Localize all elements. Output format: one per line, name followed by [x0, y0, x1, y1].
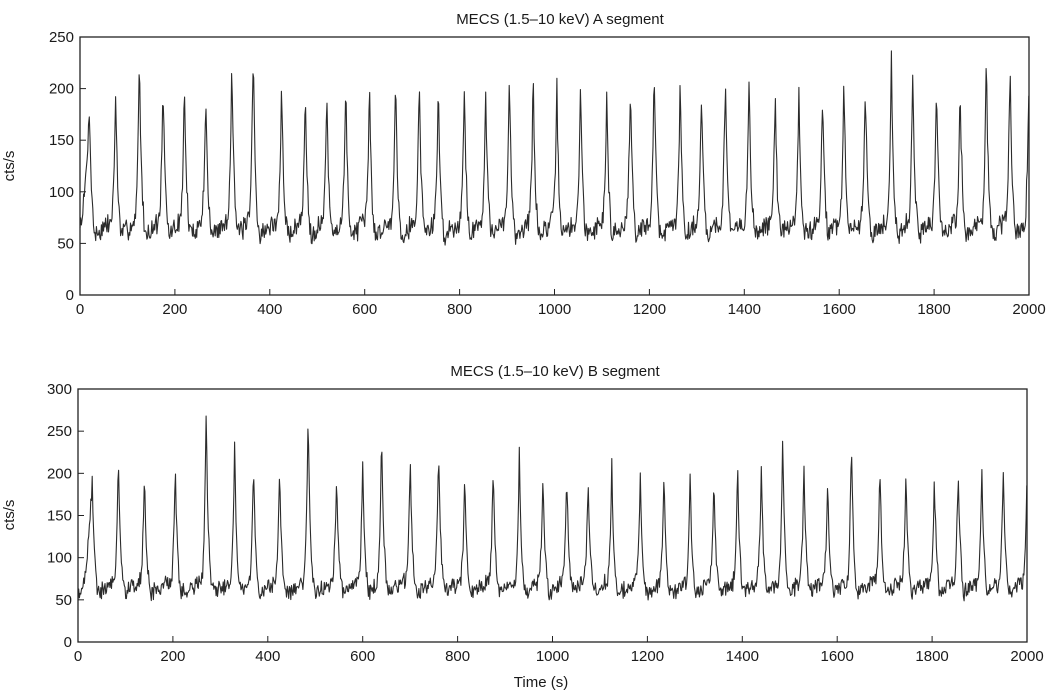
y-tick-label: 200 [49, 81, 74, 98]
x-tick-label: 400 [257, 301, 282, 318]
x-tick-label: 1600 [821, 648, 854, 665]
y-tick-label: 100 [47, 550, 72, 567]
x-tick-label: 200 [160, 648, 185, 665]
x-tick-label: 1200 [631, 648, 664, 665]
panel-a-segment: MECS (1.5–10 keV) A segment cts/s 0 200 40… [1, 11, 1046, 318]
panel-b-ticks: 0 200 400 600 800 1000 1200 1400 1600 1800 2000 0 50… [47, 381, 1044, 665]
panel-a-ylabel: cts/s [1, 151, 18, 182]
y-tick-label: 0 [66, 287, 74, 304]
x-tick-label: 400 [255, 648, 280, 665]
panel-a-title: MECS (1.5–10 keV) A segment [456, 11, 664, 28]
x-tick-label: 600 [350, 648, 375, 665]
panel-a-frame [79, 36, 1030, 296]
x-tick-label: 1000 [538, 301, 571, 318]
y-tick-label: 150 [47, 508, 72, 525]
panel-b-ylabel: cts/s [1, 500, 18, 531]
y-tick-label: 200 [47, 465, 72, 482]
panel-b-segment: MECS (1.5–10 keV) B segment cts/s Time (… [1, 363, 1044, 691]
x-tick-label: 1200 [633, 301, 666, 318]
x-tick-label: 200 [162, 301, 187, 318]
x-tick-label: 0 [74, 648, 82, 665]
y-tick-label: 250 [49, 29, 74, 46]
x-tick-label: 600 [352, 301, 377, 318]
y-tick-label: 50 [55, 592, 72, 609]
y-tick-label: 0 [64, 634, 72, 651]
x-tick-label: 800 [445, 648, 470, 665]
y-tick-label: 50 [57, 235, 74, 252]
panel-b-frame [77, 388, 1028, 643]
x-tick-label: 1000 [536, 648, 569, 665]
x-tick-label: 2000 [1010, 648, 1043, 665]
panel-a-series-line [79, 50, 1030, 246]
x-tick-label: 1400 [728, 301, 761, 318]
y-tick-label: 150 [49, 132, 74, 149]
x-tick-label: 800 [447, 301, 472, 318]
panel-b-xlabel: Time (s) [514, 674, 568, 691]
x-tick-label: 1400 [726, 648, 759, 665]
panel-b-title: MECS (1.5–10 keV) B segment [450, 363, 660, 380]
x-tick-label: 1800 [915, 648, 948, 665]
x-tick-label: 1800 [917, 301, 950, 318]
x-tick-label: 2000 [1012, 301, 1045, 318]
panel-b-series-line [77, 415, 1028, 602]
x-tick-label: 1600 [823, 301, 856, 318]
y-tick-label: 300 [47, 381, 72, 398]
y-tick-label: 100 [49, 184, 74, 201]
panel-a-ticks: 0 200 400 600 800 1000 1200 1400 1600 1800 2000 0 50… [49, 29, 1046, 318]
y-tick-label: 250 [47, 423, 72, 440]
x-tick-label: 0 [76, 301, 84, 318]
